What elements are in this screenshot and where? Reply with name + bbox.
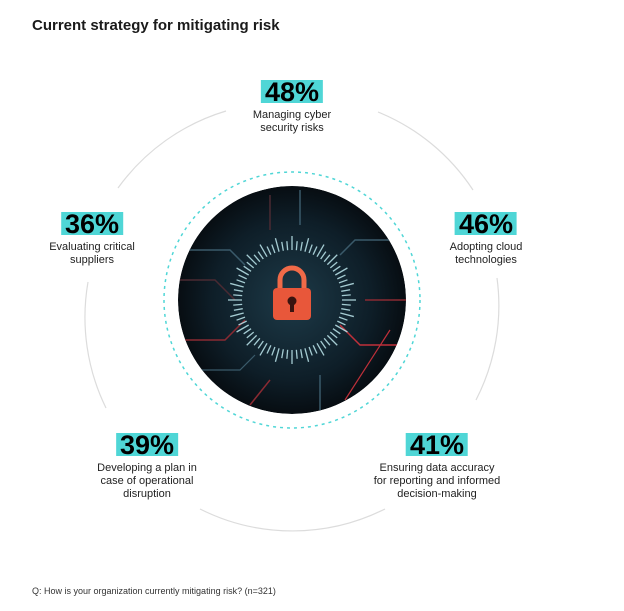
glow-tick xyxy=(274,348,280,362)
glow-tick xyxy=(246,334,258,346)
glow-tick xyxy=(238,274,247,280)
padlock-icon xyxy=(273,265,311,320)
glow-tick xyxy=(308,244,313,254)
stat-managing-cyber-security: 48% Managing cyber security risks xyxy=(252,79,332,135)
glow-tick xyxy=(316,244,325,258)
glow-tick xyxy=(246,261,255,269)
glow-tick xyxy=(329,261,338,269)
glow-tick xyxy=(246,254,258,266)
glow-tick xyxy=(286,241,289,251)
glow-tick xyxy=(281,349,284,359)
glow-tick xyxy=(337,274,346,280)
stat-label: Developing a plan in case of operational… xyxy=(97,462,197,500)
outer-ring xyxy=(84,110,500,532)
glow-tick xyxy=(271,346,276,356)
stat-value: 46% xyxy=(454,211,518,238)
glow-tick xyxy=(238,320,247,326)
glow-tick xyxy=(308,346,313,356)
stat-developing-plan: 39% Developing a plan in case of operati… xyxy=(97,432,197,501)
glow-tick xyxy=(295,349,298,359)
glow-tick xyxy=(332,328,341,335)
glow-tick xyxy=(320,251,327,260)
glow-tick xyxy=(246,331,255,339)
glow-tick xyxy=(271,244,276,254)
glow-tick xyxy=(323,254,331,263)
glow-tick xyxy=(312,246,318,255)
glow-tick xyxy=(243,328,252,335)
glow-tick xyxy=(236,324,250,333)
stat-label: Adopting cloud technologies xyxy=(449,241,523,266)
glow-tick xyxy=(281,241,284,251)
glow-tick xyxy=(236,316,246,321)
stat-value: 36% xyxy=(60,211,124,238)
dashed-ring xyxy=(163,171,421,429)
glow-tick xyxy=(233,294,243,297)
glow-tick xyxy=(340,282,354,288)
glow-tick xyxy=(341,289,351,292)
glow-tick xyxy=(233,289,243,292)
glow-tick xyxy=(274,238,280,252)
glow-tick xyxy=(286,349,289,359)
glow-tick xyxy=(341,303,351,306)
glow-tick xyxy=(230,312,244,318)
glow-tick xyxy=(338,316,348,321)
page-title: Current strategy for mitigating risk xyxy=(32,17,280,34)
glow-tick xyxy=(253,254,261,263)
glow-tick xyxy=(316,342,325,356)
glow-tick xyxy=(326,334,338,346)
glow-tick xyxy=(332,265,341,272)
glow-tick xyxy=(304,238,310,252)
glow-tick xyxy=(253,337,261,346)
glow-tick xyxy=(323,337,331,346)
stat-ensuring-data-accuracy: 41% Ensuring data accuracy for reporting… xyxy=(373,432,501,501)
glow-tick xyxy=(334,324,348,333)
glow-tick xyxy=(266,345,272,354)
glow-tick xyxy=(304,348,310,362)
glow-tick xyxy=(266,246,272,255)
glow-tick xyxy=(300,349,303,359)
glow-tick xyxy=(230,282,244,288)
glow-tick xyxy=(341,308,351,311)
glow-tick xyxy=(243,265,252,272)
cyber-lock-image xyxy=(178,186,406,414)
stat-value: 48% xyxy=(260,79,324,106)
glow-tick xyxy=(340,312,354,318)
stat-label: Ensuring data accuracy for reporting and… xyxy=(373,462,501,500)
footnote: Q: How is your organization currently mi… xyxy=(32,586,276,596)
glow-tick xyxy=(312,345,318,354)
stat-label: Evaluating critical suppliers xyxy=(49,241,135,266)
glow-tick xyxy=(257,251,264,260)
glow-tick xyxy=(233,303,243,306)
glow-tick xyxy=(334,267,348,276)
glow-tick xyxy=(326,254,338,266)
glow-tick xyxy=(300,241,303,251)
stat-label: Managing cyber security risks xyxy=(252,109,332,134)
glow-tick xyxy=(341,294,351,297)
glow-tick xyxy=(338,279,348,284)
stat-adopting-cloud: 46% Adopting cloud technologies xyxy=(449,211,523,267)
glow-tick xyxy=(236,267,250,276)
glow-tick xyxy=(236,279,246,284)
glow-tick xyxy=(233,308,243,311)
glow-tick xyxy=(259,244,268,258)
glow-tick xyxy=(259,342,268,356)
stat-evaluating-suppliers: 36% Evaluating critical suppliers xyxy=(49,211,135,267)
stat-value: 41% xyxy=(405,432,469,459)
glow-tick xyxy=(320,340,327,349)
glow-tick xyxy=(337,320,346,326)
glow-tick xyxy=(257,340,264,349)
glow-tick xyxy=(295,241,298,251)
stat-value: 39% xyxy=(115,432,179,459)
glow-tick xyxy=(329,331,338,339)
